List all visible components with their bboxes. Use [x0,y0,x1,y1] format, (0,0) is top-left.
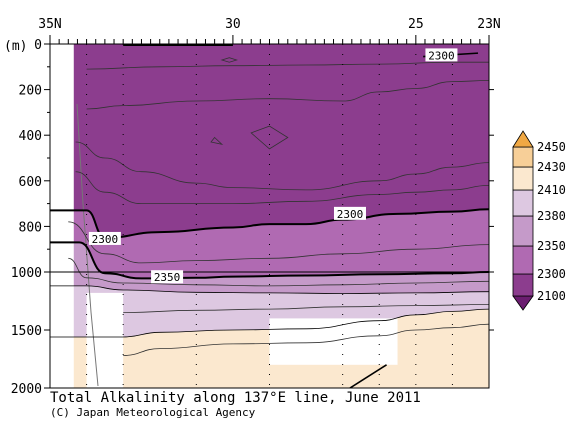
contour-labels: 2300 2300 2300 2350 [88,48,458,284]
y-tick-label: 1500 [11,324,42,339]
thin-contour-4 [68,221,489,264]
alkalinity-fill-bands [50,44,489,388]
contour-label-text: 2300 [337,208,364,221]
colorbar-label: 2410 [537,183,566,197]
colorbar-segment-2380 [512,189,534,217]
band-2100-2300 [50,44,489,238]
contour-label-text: 2300 [428,49,455,62]
isoline-2410 [50,308,489,338]
x-tick-label: 23N [477,17,500,32]
depth-unit-label: (m) [4,39,27,54]
colorbar-segment-2300 [512,245,534,275]
colorbar-segment-2430 [512,146,534,168]
contour-label-text: 2300 [92,233,119,246]
depth-axis: 200 400 600 800 1000 1500 2000 0 [11,38,494,397]
colorbar-label: 2350 [537,239,566,253]
colorbar-high-extension [512,130,534,148]
thin-contour-3 [75,171,489,205]
colorbar-label: 2100 [537,289,566,303]
thin-contour-1 [86,80,489,110]
contour-label-text: 2350 [154,271,181,284]
contour-label-3: 2350 [151,270,184,284]
colorbar-label: 2300 [537,267,566,281]
isoline-2350 [50,241,489,280]
colorbar-label: 2450 [537,140,566,154]
contour-label-1: 2300 [333,206,366,221]
missing-data-region-2 [269,318,398,365]
latitude-axis: 35N 30 25 23N [38,17,501,44]
bottom-topography-line [76,103,99,387]
missing-data-masks [50,44,398,388]
thin-contour-5 [68,257,489,287]
colorbar-low-extension [512,295,534,311]
deep-contour-right [349,364,387,388]
section-plot-area [50,44,489,388]
thin-contour-6 [123,304,489,313]
closed-contour-0 [250,125,289,150]
isoline-2380 [50,285,489,294]
colorbar-label: 2380 [537,209,566,223]
contour-label-0: 2300 [425,48,458,62]
closed-contour-2 [210,136,224,145]
thin-contour-2 [75,141,489,191]
missing-data-region-1 [86,292,124,388]
thin-contour-0 [86,61,489,70]
y-tick-label: 1000 [11,266,42,281]
y-tick-label: 400 [19,129,42,144]
x-tick-label: 35N [38,17,61,32]
y-tick-label: 600 [19,175,42,190]
x-tick-label: 30 [225,17,241,32]
x-tick-label: 25 [408,17,424,32]
y-tick-label: 200 [19,84,42,99]
y-tick-label: 2000 [11,382,42,397]
colorbar: 2100 2300 2350 2380 2410 2430 2450 [512,130,566,311]
y-tick-label: 800 [19,220,42,235]
chart-title: Total Alkalinity along 137°E line, June … [50,390,421,406]
colorbar-segment-2350 [512,215,534,247]
closed-contour-1 [220,57,238,63]
copyright-credit: (C) Japan Meteorological Agency [50,406,256,419]
y-tick-label: 0 [34,38,42,53]
missing-data-region-0 [50,44,74,388]
contour-label-2: 2300 [88,231,121,246]
colorbar-segment-2410 [512,166,534,191]
colorbar-label: 2430 [537,160,566,174]
thin-contour-7 [123,323,489,356]
colorbar-segment-2100 [512,273,534,297]
